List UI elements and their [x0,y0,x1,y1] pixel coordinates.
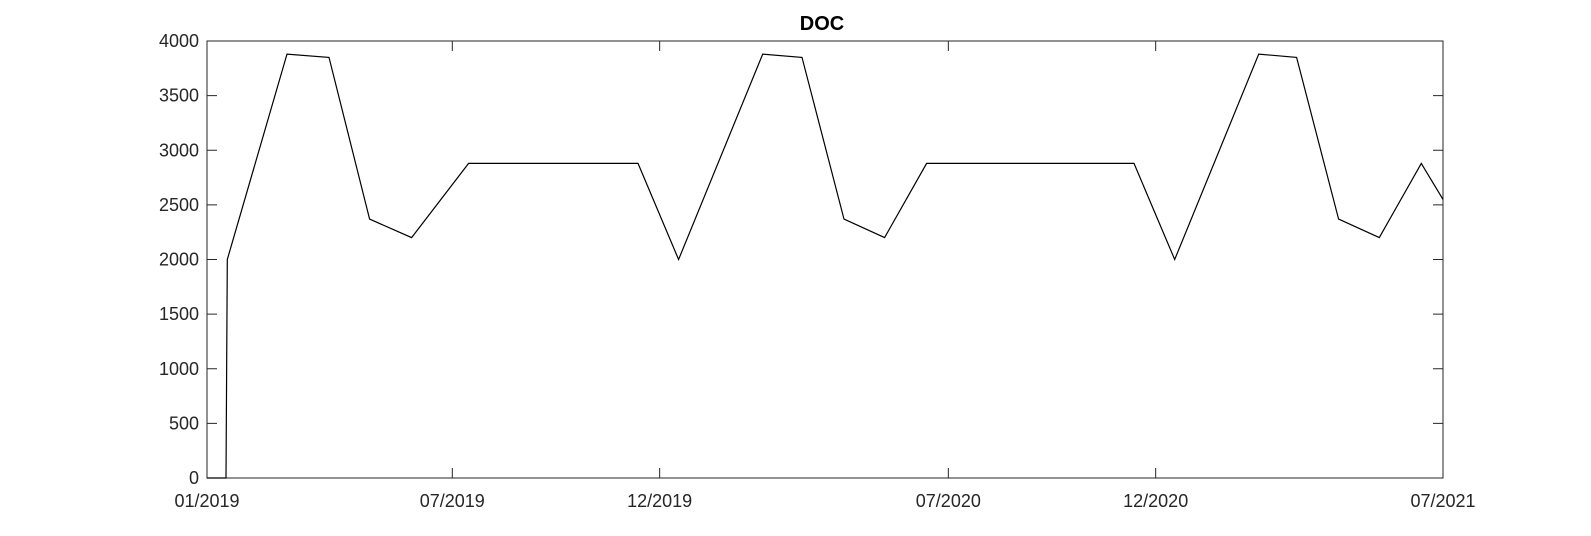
y-tick-label: 2500 [159,195,199,215]
y-axis-tick-labels: 0 500 1000 1500 2000 2500 3000 3500 4000 [159,31,199,488]
x-tick-label: 07/2020 [916,491,981,511]
tick-marks [206,40,1444,479]
y-tick-label: 3500 [159,86,199,106]
series-line [207,53,1444,479]
x-tick-label: 12/2020 [1123,491,1188,511]
x-tick-label: 07/2019 [420,491,485,511]
y-tick-label: 500 [169,413,199,433]
x-tick-label: 12/2019 [627,491,692,511]
y-tick-label: 4000 [159,31,199,51]
x-tick-label: 01/2019 [174,491,239,511]
chart-title: DOC [800,13,844,35]
y-tick-label: 0 [189,468,199,488]
y-tick-label: 1500 [159,304,199,324]
series-layer [207,53,1444,479]
y-tick-label: 2000 [159,250,199,270]
x-axis-tick-labels: 01/2019 07/2019 12/2019 07/2020 12/2020 07/20… [174,491,1475,511]
x-tick-label: 07/2021 [1410,491,1475,511]
y-tick-label: 3000 [159,140,199,160]
y-tick-label: 1000 [159,359,199,379]
